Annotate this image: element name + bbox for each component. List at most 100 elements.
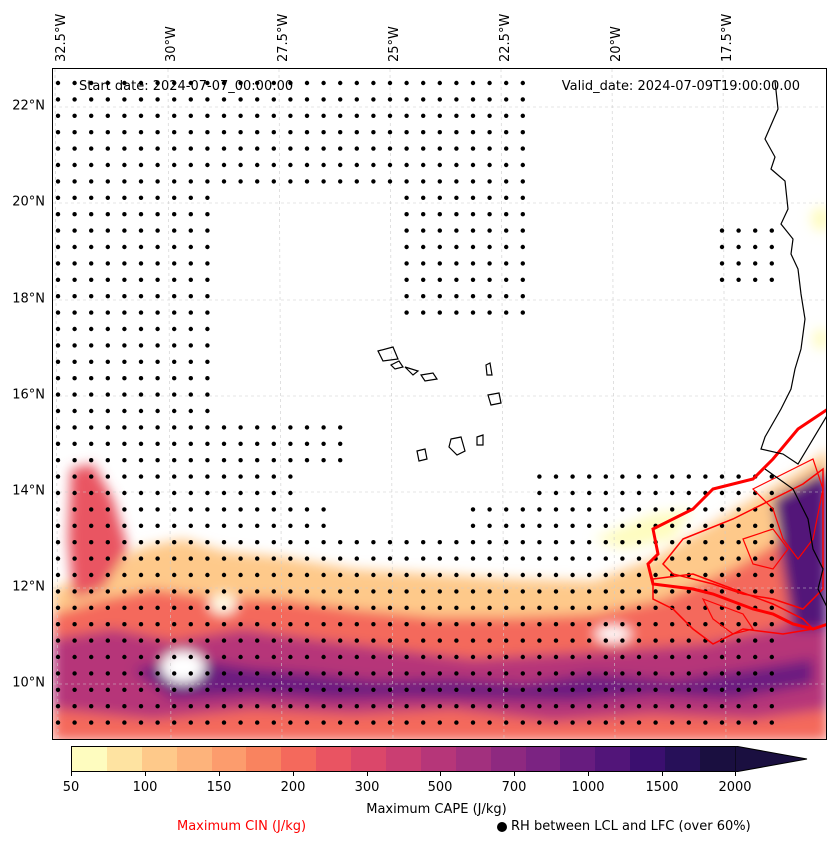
rh-dot [387,80,393,86]
rh-dot [437,540,442,545]
rh-dot [719,474,725,479]
rh-dot [371,622,376,627]
rh-dot [288,97,293,102]
rh-dot [404,212,409,217]
rh-dot [55,589,61,594]
rh-dot [288,130,293,135]
rh-dot [188,687,193,692]
rh-dot [188,441,193,446]
rh-dot [172,490,177,496]
rh-dot [553,474,559,479]
rh-dot [338,638,343,643]
rh-dot [105,80,110,86]
rh-dot [89,195,94,200]
rh-dot [470,507,476,512]
cape-coast-patch [811,207,826,231]
lat-label-10n: 10°N [12,675,45,691]
rh-dot [354,179,359,184]
rh-dot [570,605,575,610]
rh-dot [404,261,409,266]
rh-dot [636,490,642,496]
rh-dot [89,490,94,496]
colorbar-segment [455,747,491,771]
rh-dot [221,490,227,496]
rh-dot [387,687,393,692]
rh-dot [172,179,177,184]
rh-dot [155,638,160,643]
rh-dot [636,605,642,610]
rh-dot [72,556,77,561]
rh-dot [753,720,758,725]
rh-dot [454,589,459,594]
rh-dot [188,228,193,233]
rh-dot [753,589,758,594]
rh-dot [55,622,61,627]
rh-dot [570,622,575,627]
rh-dot [736,654,741,660]
rh-dot [769,654,774,660]
rh-dot [155,687,160,692]
rh-dot [470,277,476,282]
rh-dot [504,179,509,184]
rh-dot [371,162,376,168]
rh-dot [188,458,193,463]
rh-dot [255,162,260,168]
rh-dot [587,720,592,725]
rh-dot [553,507,559,512]
rh-dot [188,343,193,348]
cape-clear-hole-2 [595,626,631,642]
rh-dot [537,671,542,676]
rh-dot [421,638,426,643]
rh-dot [603,654,608,660]
rh-dot [288,638,293,643]
rh-dot [338,720,343,725]
rh-dot [172,408,177,414]
rh-dot [354,687,359,692]
rh-dot [504,228,509,233]
rh-dot [55,146,61,151]
rh-dot [520,687,525,692]
rh-dot [520,277,525,282]
rh-dot [72,392,77,397]
rh-dot [188,294,193,299]
rh-dot [89,80,94,86]
rh-dot [205,490,210,496]
rh-dot [304,638,310,643]
rh-dot [703,523,708,528]
rh-dot [570,589,575,594]
map-panel[interactable]: Start date: 2024-07-07_00:00:00 Valid_da… [52,68,827,740]
rh-dot [537,572,542,578]
rh-dot [55,556,61,561]
rh-dot [155,490,160,496]
rh-dot [636,720,642,725]
rh-dot [587,556,592,561]
rh-dot [288,622,293,627]
rh-dot [719,687,725,692]
rh-dot [138,654,144,660]
rh-dot [387,179,393,184]
rh-dot [238,441,243,446]
rh-dot [769,523,774,528]
rh-dot [570,474,575,479]
rh-dot [255,622,260,627]
rh-dot [653,671,658,676]
rh-dot [138,310,144,315]
rh-dot [72,294,77,299]
cin-contour-3 [751,458,824,560]
rh-dot [504,294,509,299]
rh-dot [437,704,442,709]
rh-dot [105,359,110,364]
rh-dot [89,146,94,151]
colorbar-segment [281,747,317,771]
rh-dot [89,294,94,299]
rh-dot [371,179,376,184]
rh-dot [238,130,243,135]
rh-dot [769,572,774,578]
rh-dot [387,162,393,168]
rh-dot [72,212,77,217]
rh-dot [72,261,77,266]
rh-dot [587,490,592,496]
cape-field [53,207,826,739]
rh-dot [288,704,293,709]
rh-dot [504,540,509,545]
